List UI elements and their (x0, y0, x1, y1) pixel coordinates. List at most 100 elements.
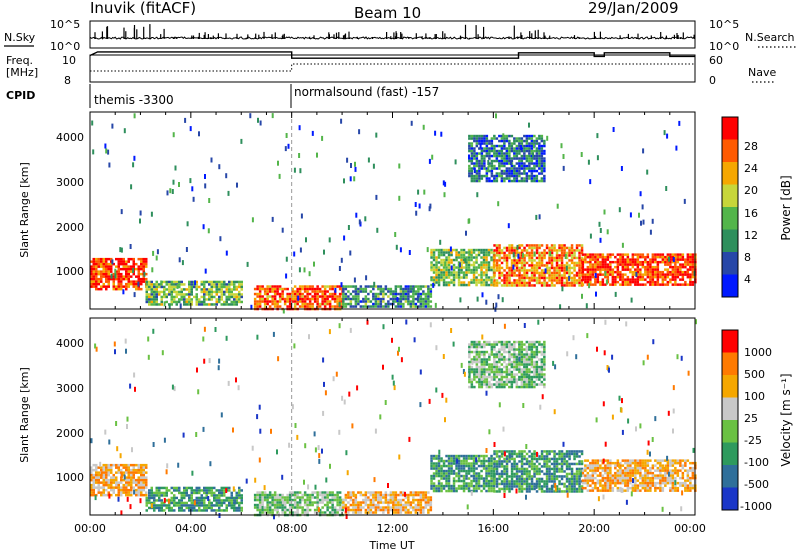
echo-cell-1 (198, 504, 201, 507)
echo-cell-5 (508, 279, 511, 282)
sparse-echo (434, 302, 437, 308)
echo-cell-0 (110, 471, 113, 474)
echo-cell-0 (125, 270, 128, 273)
echo-cell-3 (382, 511, 385, 514)
echo-cell-0 (90, 260, 93, 263)
echo-cell-0 (145, 483, 148, 487)
freq-tick-bottom: 8 (64, 74, 71, 87)
echo-cell-3 (397, 506, 400, 509)
echo-cell-2 (273, 498, 277, 502)
echo-cell-5 (520, 482, 524, 486)
echo-cell-6 (596, 275, 600, 279)
echo-cell-0 (100, 265, 103, 268)
echo-cell-4 (472, 454, 476, 458)
echo-cell-4 (472, 251, 476, 254)
echo-cell-1 (150, 489, 153, 492)
sparse-echo (236, 182, 238, 188)
echo-cell-5 (545, 271, 549, 275)
echo-cell-5 (520, 274, 524, 277)
echo-cell-5 (580, 244, 584, 247)
echo-cell-2 (263, 511, 267, 514)
power-echo-cells (90, 134, 697, 311)
echo-cell-6 (609, 255, 612, 259)
echo-cell-0 (102, 285, 105, 288)
echo-cell-7 (518, 167, 521, 170)
echo-cell-5 (515, 259, 519, 262)
echo-cell-1 (188, 293, 191, 296)
sparse-echo (321, 135, 324, 141)
echo-cell-5 (533, 482, 536, 486)
echo-cell-3 (397, 498, 400, 502)
echo-cell-2 (286, 496, 289, 499)
echo-cell-6 (596, 268, 600, 271)
echo-cell-6 (636, 255, 640, 259)
echo-cell-1 (218, 283, 221, 286)
echo-cell-1 (235, 280, 238, 284)
echo-cell-7 (470, 144, 474, 148)
sparse-echo (440, 131, 443, 137)
echo-cell-5 (543, 281, 546, 285)
echo-cell-1 (238, 285, 241, 289)
echo-cell-3 (384, 501, 388, 504)
echo-cell-4 (477, 457, 481, 460)
echo-cell-2 (286, 305, 289, 308)
echo-cell-3 (344, 292, 348, 296)
echo-cell-6 (591, 255, 595, 259)
echo-cell-4 (485, 477, 488, 480)
echo-cell-6 (601, 265, 605, 269)
echo-cell-0 (140, 277, 143, 281)
echo-cell-6 (684, 283, 687, 286)
echo-cell-2 (296, 300, 299, 303)
echo-cell-0 (125, 476, 128, 479)
echo-cell-4 (450, 251, 453, 254)
echo-cell-7 (485, 177, 489, 180)
echo-cell-0 (125, 282, 128, 286)
echo-cell-1 (233, 280, 236, 284)
echo-cell-5 (545, 480, 549, 483)
echo-cell-2 (278, 501, 282, 504)
echo-cell-3 (399, 493, 403, 497)
echo-cell-2 (308, 285, 312, 288)
echo-cell-1 (215, 509, 218, 512)
echo-cell-3 (352, 506, 355, 509)
echo-cell-6 (599, 265, 602, 269)
echo-cell-1 (190, 494, 193, 497)
echo-cell-1 (165, 300, 168, 304)
echo-cell-5 (538, 467, 541, 471)
echo-cell-0 (112, 275, 115, 278)
echo-cell-3 (392, 493, 395, 497)
echo-cell-2 (303, 493, 307, 497)
echo-cell-4 (485, 263, 488, 267)
echo-cell-6 (594, 260, 597, 264)
colorbar-segment (722, 229, 738, 253)
echo-cell-2 (298, 295, 302, 298)
echo-cell-5 (503, 457, 506, 461)
echo-cell-2 (268, 285, 272, 288)
echo-cell-6 (636, 270, 640, 274)
echo-cell-0 (115, 285, 118, 288)
echo-cell-4 (485, 266, 488, 269)
echo-cell-0 (120, 280, 123, 283)
echo-cell-4 (435, 462, 438, 465)
echo-cell-4 (430, 477, 433, 480)
echo-cell-6 (639, 268, 642, 271)
sparse-echo (249, 113, 252, 119)
echo-cell-7 (528, 149, 531, 153)
echo-cell-4 (485, 258, 488, 262)
echo-cell-2 (256, 287, 259, 291)
echo-cell-0 (100, 280, 103, 283)
echo-cell-7 (525, 149, 529, 153)
echo-cell-7 (523, 149, 526, 153)
echo-cell-7 (468, 164, 471, 168)
echo-cell-5 (520, 279, 524, 282)
echo-cell-4 (445, 281, 448, 284)
sparse-echo (444, 181, 447, 187)
echo-cell-2 (306, 503, 309, 507)
echo-cell-3 (377, 297, 380, 301)
echo-cell-5 (528, 281, 531, 285)
echo-cell-3 (374, 491, 378, 494)
echo-cell-7 (515, 149, 519, 153)
echo-cell-5 (540, 256, 544, 260)
echo-cell-5 (500, 271, 504, 275)
echo-cell-1 (238, 295, 241, 299)
